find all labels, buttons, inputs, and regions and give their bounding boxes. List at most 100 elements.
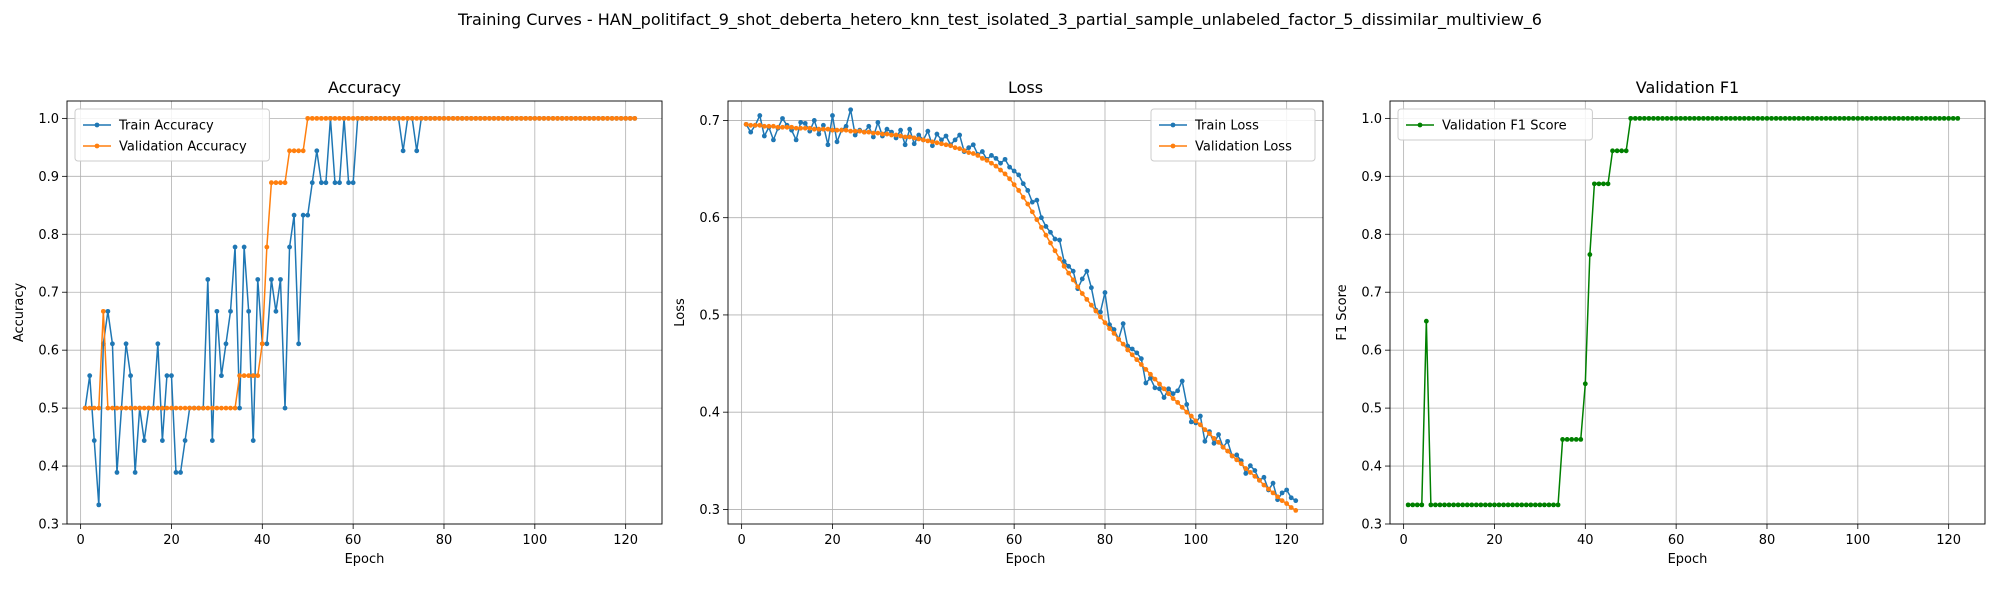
- x-tick-label: 20: [824, 533, 841, 548]
- loss-y-axis-label: Loss: [673, 298, 688, 327]
- validation-f1-ticks: 0 20 40 60 80 100 120 0.3 0.4 0.5 0.6 0.7 0.8 0.9 1.0: [1361, 112, 1961, 548]
- validation-accuracy-point: [427, 115, 433, 121]
- validation-f1-score-point: [1532, 502, 1538, 508]
- validation-f1-score-point: [1651, 115, 1656, 121]
- validation-f1-score-point: [1551, 502, 1556, 508]
- train-accuracy-point: [296, 341, 302, 347]
- train-accuracy-point: [96, 502, 102, 508]
- validation-loss-point: [780, 124, 785, 130]
- validation-f1-score-point: [1937, 115, 1942, 121]
- validation-accuracy-point: [187, 405, 193, 411]
- validation-accuracy-point: [332, 115, 338, 121]
- validation-accuracy-point: [323, 115, 329, 121]
- loss-title: Loss: [1008, 78, 1043, 97]
- x-tick-label: 120: [1274, 533, 1299, 548]
- validation-accuracy-point: [414, 115, 420, 121]
- validation-accuracy-point: [268, 180, 274, 186]
- train-accuracy-point: [214, 308, 220, 314]
- validation-loss-point: [1038, 225, 1044, 230]
- validation-accuracy-point: [632, 115, 638, 121]
- validation-accuracy-point: [518, 115, 524, 121]
- validation-loss-point: [1152, 376, 1158, 382]
- train-loss-point: [1293, 498, 1299, 504]
- validation-loss-point: [761, 123, 767, 129]
- validation-f1-score-point: [1691, 115, 1697, 121]
- validation-f1-score-point: [1723, 115, 1729, 121]
- validation-loss-point: [911, 135, 917, 141]
- validation-accuracy-point: [232, 405, 238, 411]
- validation-f1-score-point: [1569, 437, 1575, 442]
- validation-loss-point: [934, 140, 940, 146]
- validation-loss-point: [907, 134, 913, 140]
- train-loss-point: [1288, 495, 1294, 501]
- validation-loss-point: [1270, 490, 1276, 496]
- train-loss-point: [1138, 356, 1144, 362]
- validation-f1-score-point: [1619, 148, 1625, 154]
- validation-f1-score-point: [1805, 115, 1811, 121]
- validation-loss-point: [1134, 357, 1140, 363]
- train-loss-point: [1057, 237, 1062, 243]
- train-accuracy-point: [268, 277, 274, 282]
- train-accuracy-point: [223, 341, 229, 347]
- validation-loss-point: [802, 125, 808, 131]
- y-tick-label: 0.6: [1361, 344, 1382, 359]
- x-tick-label: 80: [436, 533, 453, 548]
- validation-accuracy-point: [514, 115, 520, 121]
- train-loss-point: [939, 137, 944, 143]
- y-tick-label: 0.3: [699, 503, 720, 518]
- validation-f1-score-point: [1564, 437, 1570, 442]
- validation-f1-score-point: [1437, 502, 1443, 508]
- accuracy-y-axis-label: Accuracy: [12, 283, 27, 343]
- validation-loss-point: [1238, 461, 1244, 467]
- validation-accuracy-point: [346, 115, 352, 121]
- validation-loss-point: [1234, 457, 1240, 463]
- validation-accuracy-point: [359, 115, 365, 121]
- train-loss-point: [1197, 413, 1203, 419]
- validation-loss-point: [1252, 473, 1258, 479]
- validation-f1-score-point: [1673, 115, 1679, 121]
- train-loss-point: [848, 107, 854, 113]
- validation-f1-chart: 0 20 40 60 80 100 120 0.3 0.4 0.5 0.6 0.7 0.8 0.9 1.0 V…: [1335, 78, 1986, 567]
- validation-loss-point: [1034, 217, 1040, 223]
- validation-accuracy-point: [446, 115, 451, 121]
- validation-loss-point: [1207, 431, 1212, 436]
- validation-f1-score-point: [1514, 502, 1520, 508]
- validation-loss-point: [798, 125, 804, 131]
- validation-loss-point: [807, 125, 813, 131]
- y-tick-label: 0.9: [1361, 170, 1382, 185]
- validation-loss-point: [1116, 336, 1122, 342]
- validation-f1-score-point: [1410, 502, 1416, 508]
- validation-loss-point: [1107, 326, 1112, 331]
- x-tick-label: 20: [163, 533, 180, 548]
- validation-accuracy-point: [259, 341, 265, 347]
- train-accuracy-point: [205, 277, 211, 282]
- train-accuracy-point: [123, 341, 129, 347]
- validation-loss-point: [1084, 296, 1090, 302]
- validation-f1-score-point: [1501, 502, 1506, 508]
- validation-accuracy-point: [237, 373, 242, 379]
- validation-accuracy-point: [564, 115, 570, 121]
- train-loss-point: [1179, 378, 1185, 384]
- validation-f1-score-point: [1919, 115, 1924, 121]
- validation-accuracy-point: [441, 115, 447, 121]
- train-loss-point: [852, 132, 858, 138]
- validation-f1-score-point: [1923, 115, 1929, 121]
- train-loss-point: [1188, 419, 1194, 425]
- train-accuracy-point: [169, 373, 174, 379]
- x-tick-label: 20: [1486, 533, 1503, 548]
- train-accuracy-point: [237, 405, 242, 411]
- validation-loss-point: [843, 127, 849, 133]
- validation-loss-point: [961, 148, 967, 153]
- train-accuracy-point: [264, 341, 270, 347]
- validation-f1-score-point: [1537, 502, 1543, 508]
- train-loss-point: [916, 132, 922, 138]
- validation-loss-point: [1225, 448, 1231, 454]
- validation-accuracy-point: [246, 373, 252, 379]
- train-accuracy-point: [182, 438, 188, 443]
- validation-loss-point: [852, 128, 858, 134]
- train-loss-point: [1202, 438, 1208, 444]
- validation-accuracy-point: [341, 115, 347, 121]
- train-loss-point: [1170, 391, 1176, 397]
- validation-f1-score-point: [1787, 115, 1793, 121]
